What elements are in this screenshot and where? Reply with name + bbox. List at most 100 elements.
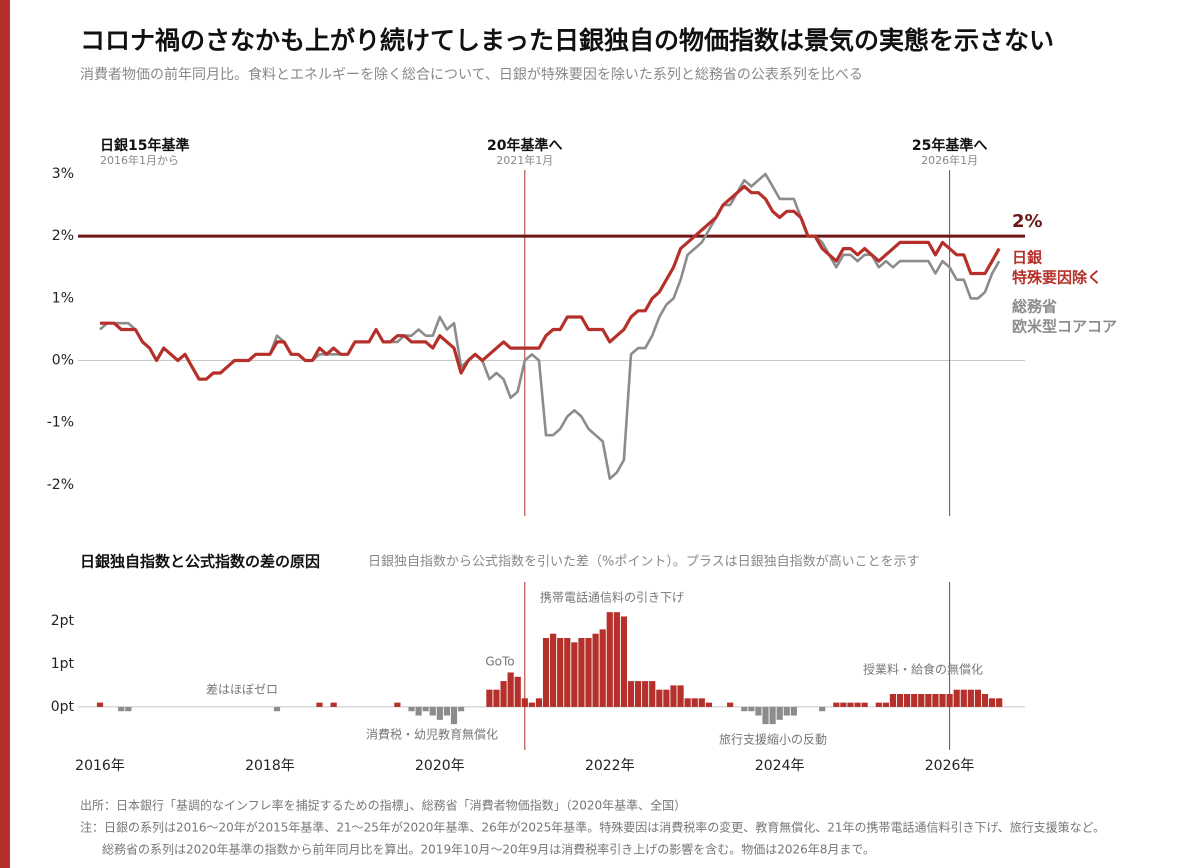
accent-bar	[0, 0, 10, 868]
series-line	[100, 184, 1001, 381]
bar	[967, 689, 974, 707]
bar	[677, 685, 684, 707]
annotation: 旅行支援縮小の反動	[719, 732, 827, 747]
bar	[422, 706, 429, 712]
bar	[932, 694, 939, 707]
y-tick-label: 1pt	[51, 656, 75, 672]
bar	[592, 633, 599, 707]
bar	[925, 694, 932, 707]
bar	[634, 681, 642, 707]
bar	[578, 638, 585, 707]
bar	[535, 698, 543, 707]
legend-label: 特殊要因除く	[1012, 269, 1102, 287]
bar	[875, 702, 882, 707]
bar	[273, 706, 281, 712]
bar	[819, 706, 826, 712]
bar	[996, 698, 1003, 707]
bar	[698, 698, 705, 707]
bar	[599, 629, 606, 707]
annotation: 差はほぼゼロ	[206, 683, 278, 697]
bar	[542, 638, 550, 707]
bar	[988, 698, 996, 707]
bar	[528, 702, 535, 707]
legend-label: 欧米型コアコア	[1012, 318, 1117, 336]
bar	[514, 676, 521, 707]
y-tick-label: 2%	[52, 228, 74, 244]
page-subtitle: 消費者物価の前年同月比。食料とエネルギーを除く総合について、日銀が特殊要因を除い…	[80, 66, 863, 83]
bar	[550, 633, 557, 707]
bar	[939, 694, 946, 707]
bar	[741, 706, 748, 712]
series-line	[99, 172, 1001, 480]
bar	[960, 689, 967, 707]
y-tick-label: 3%	[52, 166, 74, 182]
bar	[684, 698, 691, 707]
bar	[118, 706, 125, 712]
bar	[854, 702, 861, 707]
legend-label: 日銀	[1012, 249, 1042, 267]
legend-label: 総務省	[1012, 298, 1057, 316]
bar	[443, 706, 451, 716]
x-tick-label: 2018年	[245, 758, 295, 774]
annotation: 授業料・給食の無償化	[863, 662, 983, 677]
bar	[755, 706, 762, 716]
bar	[457, 706, 465, 712]
source-note: 出所：日本銀行「基調的なインフレ率を捕捉するための指標」、総務省「消費者物価指数…	[80, 798, 686, 813]
y-tick-label: 0%	[52, 353, 74, 369]
bar	[415, 706, 422, 716]
period-label: 日銀15年基準	[100, 137, 189, 154]
bar	[769, 706, 776, 725]
bar	[727, 702, 734, 707]
bar	[394, 702, 401, 707]
bar	[882, 702, 889, 707]
bar	[571, 642, 578, 707]
bar	[889, 694, 897, 707]
x-tick-label: 2026年	[925, 758, 975, 774]
bar	[974, 689, 982, 707]
bar	[450, 706, 458, 725]
bar	[896, 694, 904, 707]
bar	[861, 702, 868, 707]
y-tick-label: 2pt	[51, 613, 75, 629]
bar	[96, 702, 104, 707]
y-tick-label: 0pt	[51, 699, 75, 715]
footnote: 総務省の系列は2020年基準の指数から前年同月比を算出。2019年10月〜20年…	[102, 842, 875, 857]
bar	[316, 702, 323, 707]
bar	[911, 694, 918, 707]
bar	[613, 612, 620, 707]
bar	[953, 689, 960, 707]
bar	[330, 702, 337, 707]
target-label: 2%	[1012, 211, 1043, 232]
bar	[946, 694, 953, 707]
bar	[691, 698, 698, 707]
bar	[790, 706, 797, 716]
bar	[776, 706, 783, 720]
bar	[507, 672, 514, 707]
period-label: 20年基準へ	[487, 137, 562, 154]
annotation: 携帯電話通信料の引き下げ	[540, 590, 684, 605]
bar	[436, 706, 443, 720]
bar	[627, 681, 635, 707]
bar	[606, 612, 613, 707]
bar	[847, 702, 854, 707]
bar	[656, 689, 663, 707]
bar	[408, 706, 415, 712]
bar	[493, 689, 500, 707]
period-sub: 2016年1月から	[100, 153, 179, 167]
annotation: GoTo	[485, 655, 514, 669]
bar	[833, 702, 840, 707]
footnote: 注：日銀の系列は2016〜20年が2015年基準、21〜25年が2020年基準、…	[80, 820, 1105, 835]
bar	[557, 638, 564, 707]
x-tick-label: 2022年	[585, 758, 635, 774]
bar	[783, 706, 790, 716]
bar	[649, 681, 656, 707]
bar	[429, 706, 436, 716]
bar	[840, 702, 847, 707]
x-tick-label: 2020年	[415, 758, 465, 774]
bar	[918, 694, 925, 707]
bar-title: 日銀独自指数と公式指数の差の原因	[80, 553, 320, 571]
y-tick-label: -2%	[47, 477, 74, 493]
bar	[521, 698, 528, 707]
bar-subtitle: 日銀独自指数から公式指数を引いた差（%ポイント）。プラスは日銀独自指数が高いこと…	[368, 554, 920, 570]
